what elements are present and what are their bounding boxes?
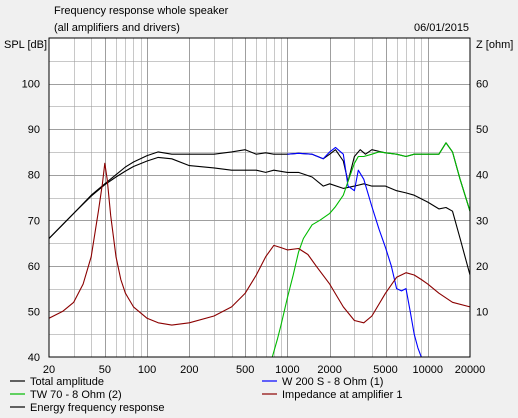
- grid: [49, 38, 470, 357]
- series-line-tweeter: [49, 142, 471, 358]
- legend-label-energy: Energy frequency response: [30, 402, 165, 414]
- y-right-tick-label: 20: [476, 261, 488, 273]
- legend-label-impedance: Impedance at amplifier 1: [282, 389, 402, 401]
- x-tick-label: 500: [236, 364, 254, 376]
- y-left-tick-label: 60: [28, 261, 40, 273]
- legend-label-tweeter: TW 70 - 8 Ohm (2): [30, 389, 122, 401]
- x-tick-label: 200: [180, 364, 198, 376]
- x-tick-label: 5000: [373, 364, 397, 376]
- x-tick-label: 1000: [275, 364, 299, 376]
- series-line-energy: [48, 156, 471, 276]
- chart-title: Frequency response whole speaker: [54, 5, 229, 17]
- x-tick-label: 50: [99, 364, 111, 376]
- y-left-tick-label: 90: [28, 124, 40, 136]
- y-right-tick-label: 50: [476, 124, 488, 136]
- axes: 20 50 100 200 500 1000 2000 5000 10000 20000 40 50 6…: [4, 39, 513, 376]
- y-left-axis-label: SPL [dB]: [4, 39, 47, 51]
- x-tick-label: 20000: [455, 364, 486, 376]
- y-left-tick-label: 80: [28, 170, 40, 182]
- y-right-tick-label: 30: [476, 215, 488, 227]
- series-line-woofer: [287, 146, 428, 358]
- x-tick-label: 2000: [317, 364, 341, 376]
- series-lines: [48, 142, 471, 358]
- y-right-tick-label: 60: [476, 79, 488, 91]
- x-tick-label: 20: [43, 364, 55, 376]
- y-right-tick-label: 40: [476, 170, 488, 182]
- y-right-tick-label: 10: [476, 306, 488, 318]
- plot-area: [49, 38, 470, 357]
- series-line-impedance: [48, 162, 471, 326]
- plot-frame: [48, 37, 471, 358]
- y-left-tick-label: 70: [28, 215, 40, 227]
- chart-subtitle: (all amplifiers and drivers): [54, 22, 180, 34]
- legend-label-woofer: W 200 S - 8 Ohm (1): [282, 376, 383, 388]
- y-left-tick-label: 40: [28, 352, 40, 364]
- legend-label-total: Total amplitude: [30, 376, 104, 388]
- x-tick-label: 100: [138, 364, 156, 376]
- x-tick-label: 10000: [412, 364, 443, 376]
- y-left-tick-label: 50: [28, 306, 40, 318]
- y-left-tick-label: 100: [22, 79, 40, 91]
- chart-date: 06/01/2015: [414, 22, 470, 34]
- y-right-axis-label: Z [ohm]: [476, 39, 513, 51]
